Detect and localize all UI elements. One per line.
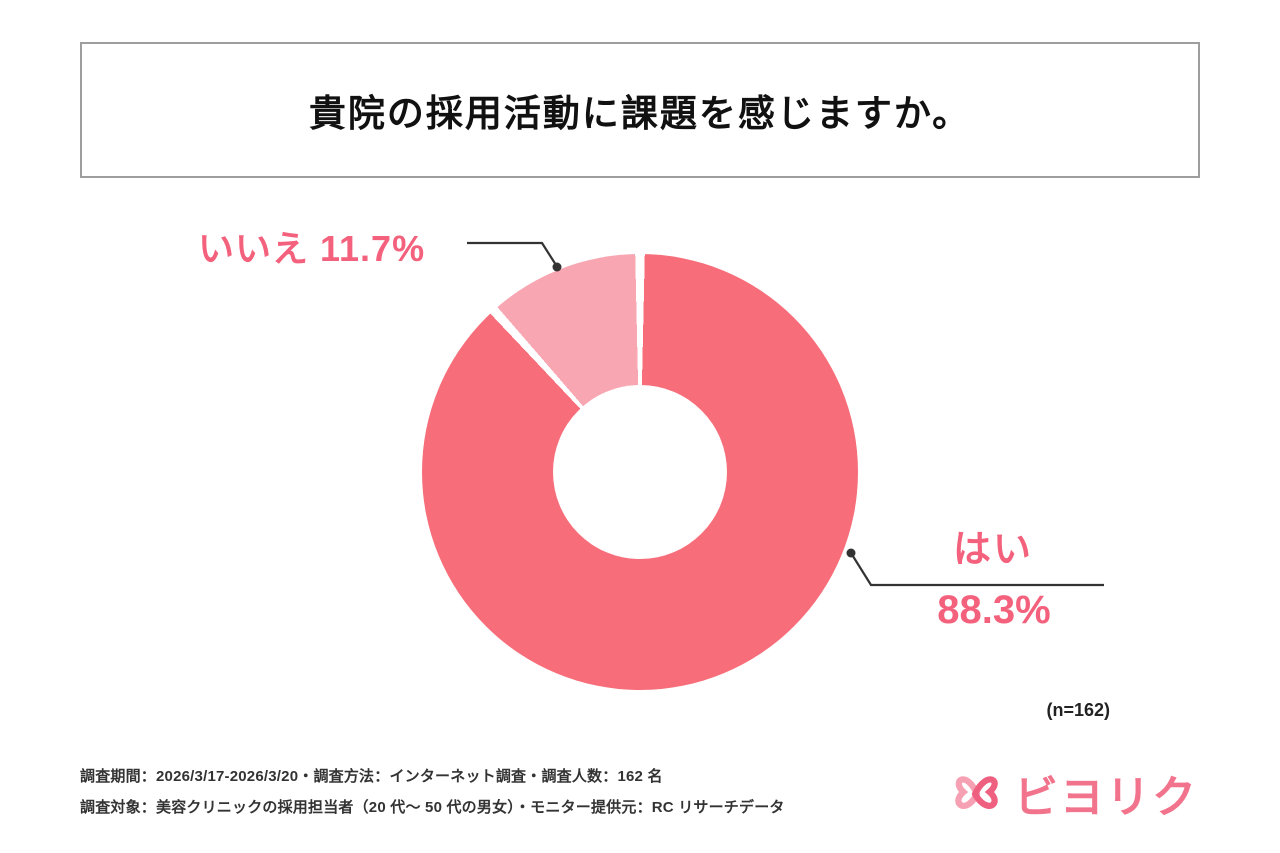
callout-yes-label: はい	[952, 529, 1033, 571]
sample-size-note: (n=162)	[1046, 700, 1110, 720]
leader-line-no	[467, 241, 557, 266]
donut-hole	[553, 385, 727, 559]
chart-title: 貴院の採用活動に課題を感じますか。	[308, 93, 972, 134]
title-box: 貴院の採用活動に課題を感じますか。	[80, 42, 1200, 178]
survey-meta-line1: 調査期間：2026/3/17-2026/3/20・調査方法：インターネット調査・…	[80, 768, 663, 785]
brand-logo-text: ビヨリク	[1014, 773, 1198, 822]
callout-no: いいえ 11.7%	[198, 228, 426, 269]
brand-logo: ビヨリク	[948, 761, 1198, 825]
brand-logo-icon	[955, 776, 998, 809]
survey-meta-line2: 調査対象：美容クリニックの採用担当者（20 代〜 50 代の男女）・モニター提供…	[80, 799, 785, 816]
donut-chart	[422, 254, 858, 690]
leader-dot-yes	[846, 548, 856, 558]
callout-yes-value: 88.3%	[937, 588, 1051, 632]
